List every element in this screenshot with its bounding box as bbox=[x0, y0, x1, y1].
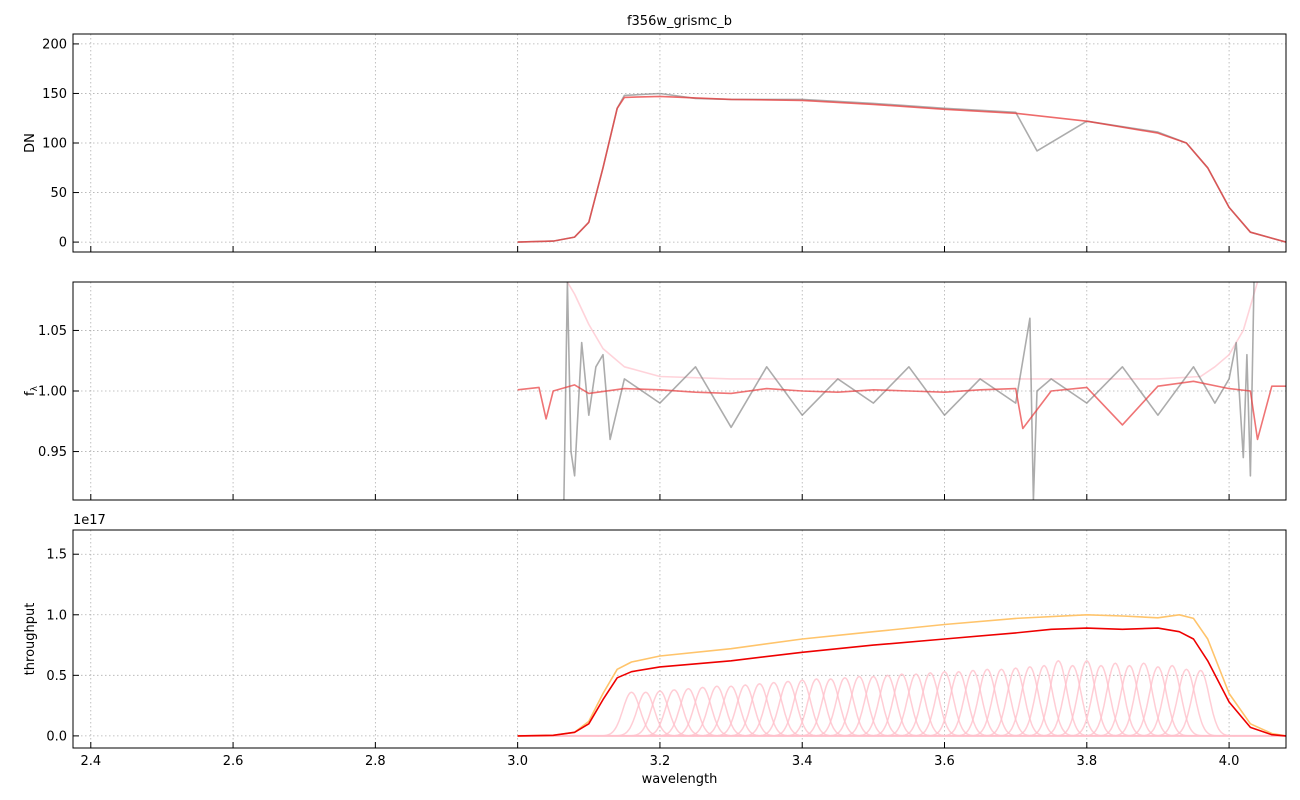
component-curve bbox=[910, 670, 979, 737]
y-tick-label: 0.0 bbox=[46, 729, 67, 744]
component-curve bbox=[924, 670, 993, 737]
y-tick-label: 1.0 bbox=[46, 608, 67, 623]
y-tick-label: 0 bbox=[59, 236, 67, 251]
component-curve bbox=[810, 676, 880, 737]
component-curve bbox=[896, 672, 965, 737]
series-line-2 bbox=[517, 95, 1286, 243]
component-curve bbox=[1109, 662, 1178, 737]
component-curve bbox=[995, 666, 1065, 737]
y-tick-label: 1.05 bbox=[38, 324, 67, 339]
x-tick-label: 4.0 bbox=[1219, 754, 1240, 769]
component-curve bbox=[597, 691, 666, 737]
series-line-2 bbox=[517, 627, 1286, 737]
y-tick-label: 0.5 bbox=[46, 669, 67, 684]
component-curve bbox=[1152, 668, 1221, 737]
component-curve bbox=[640, 689, 709, 737]
axes-frame bbox=[72, 33, 1287, 253]
x-tick-label: 3.0 bbox=[507, 754, 528, 769]
component-curve bbox=[654, 687, 723, 737]
y-tick-label: 1.5 bbox=[46, 548, 67, 563]
y-tick-label: 100 bbox=[42, 137, 67, 152]
x-axis-label: wavelength bbox=[642, 772, 718, 787]
component-curve bbox=[696, 685, 766, 737]
component-curve bbox=[1052, 659, 1121, 737]
component-curve bbox=[1081, 662, 1150, 737]
y-tick-label: 150 bbox=[42, 87, 67, 102]
series-line-3 bbox=[517, 380, 1286, 441]
component-curve bbox=[611, 691, 680, 737]
axes-frame bbox=[72, 529, 1287, 749]
component-curve bbox=[625, 690, 695, 737]
component-curve bbox=[1095, 664, 1164, 737]
component-curve bbox=[753, 680, 823, 737]
plot-area bbox=[517, 92, 1286, 243]
component-curve bbox=[1038, 664, 1107, 737]
component-curve bbox=[711, 684, 780, 737]
x-tick-label: 3.6 bbox=[934, 754, 955, 769]
y-tick-label: 50 bbox=[50, 186, 67, 201]
component-curve bbox=[938, 669, 1008, 737]
x-tick-label: 3.4 bbox=[792, 754, 813, 769]
component-curve bbox=[768, 679, 837, 737]
y-tick-label: 200 bbox=[42, 37, 67, 52]
y-axis-label: fλ bbox=[23, 385, 40, 396]
panel-1: 0 50 100 150 200 f356w_grismc_b DN bbox=[23, 14, 1287, 253]
component-curve bbox=[1137, 664, 1207, 737]
y-axis-label: DN bbox=[23, 133, 38, 153]
plot-area bbox=[517, 282, 1286, 500]
y-tick-label: 1.00 bbox=[38, 385, 67, 400]
chart-title: f356w_grismc_b bbox=[627, 14, 732, 29]
panel-3: 2.4 2.6 2.8 3.0 3.2 3.4 3.6 3.8 4.0 0.0 0.5 1.0 1.5 t… bbox=[23, 513, 1287, 787]
component-curve bbox=[682, 685, 751, 737]
component-curve bbox=[839, 675, 908, 737]
component-curve bbox=[881, 673, 951, 737]
y-axis-label: throughput bbox=[23, 603, 38, 676]
series-line-1 bbox=[517, 614, 1286, 737]
component-curve bbox=[1024, 659, 1093, 737]
x-tick-label: 2.4 bbox=[80, 754, 101, 769]
panel-2: 0.95 1.00 1.05 fλ bbox=[23, 281, 1287, 501]
component-curve bbox=[1009, 664, 1079, 737]
component-curve bbox=[739, 681, 808, 737]
component-curve bbox=[1123, 666, 1193, 737]
component-curve bbox=[981, 667, 1050, 737]
x-tick-label: 3.2 bbox=[650, 754, 671, 769]
component-curve bbox=[853, 674, 922, 737]
component-curve bbox=[668, 686, 737, 737]
x-tick-label: 3.8 bbox=[1076, 754, 1097, 769]
component-curve bbox=[1166, 669, 1235, 737]
component-curve bbox=[782, 678, 851, 737]
x-tick-label: 2.6 bbox=[223, 754, 244, 769]
offset-label: 1e17 bbox=[73, 513, 106, 528]
series-line-1 bbox=[517, 92, 1286, 243]
plot-area bbox=[517, 614, 1286, 737]
y-tick-label: 0.95 bbox=[38, 445, 67, 460]
component-curve bbox=[953, 668, 1022, 737]
x-tick-label: 2.8 bbox=[365, 754, 386, 769]
component-curve bbox=[1066, 664, 1136, 737]
component-curve bbox=[867, 673, 936, 737]
component-curve bbox=[967, 668, 1036, 737]
component-curve bbox=[825, 675, 894, 737]
component-curve bbox=[796, 678, 865, 737]
component-curve bbox=[725, 682, 794, 737]
